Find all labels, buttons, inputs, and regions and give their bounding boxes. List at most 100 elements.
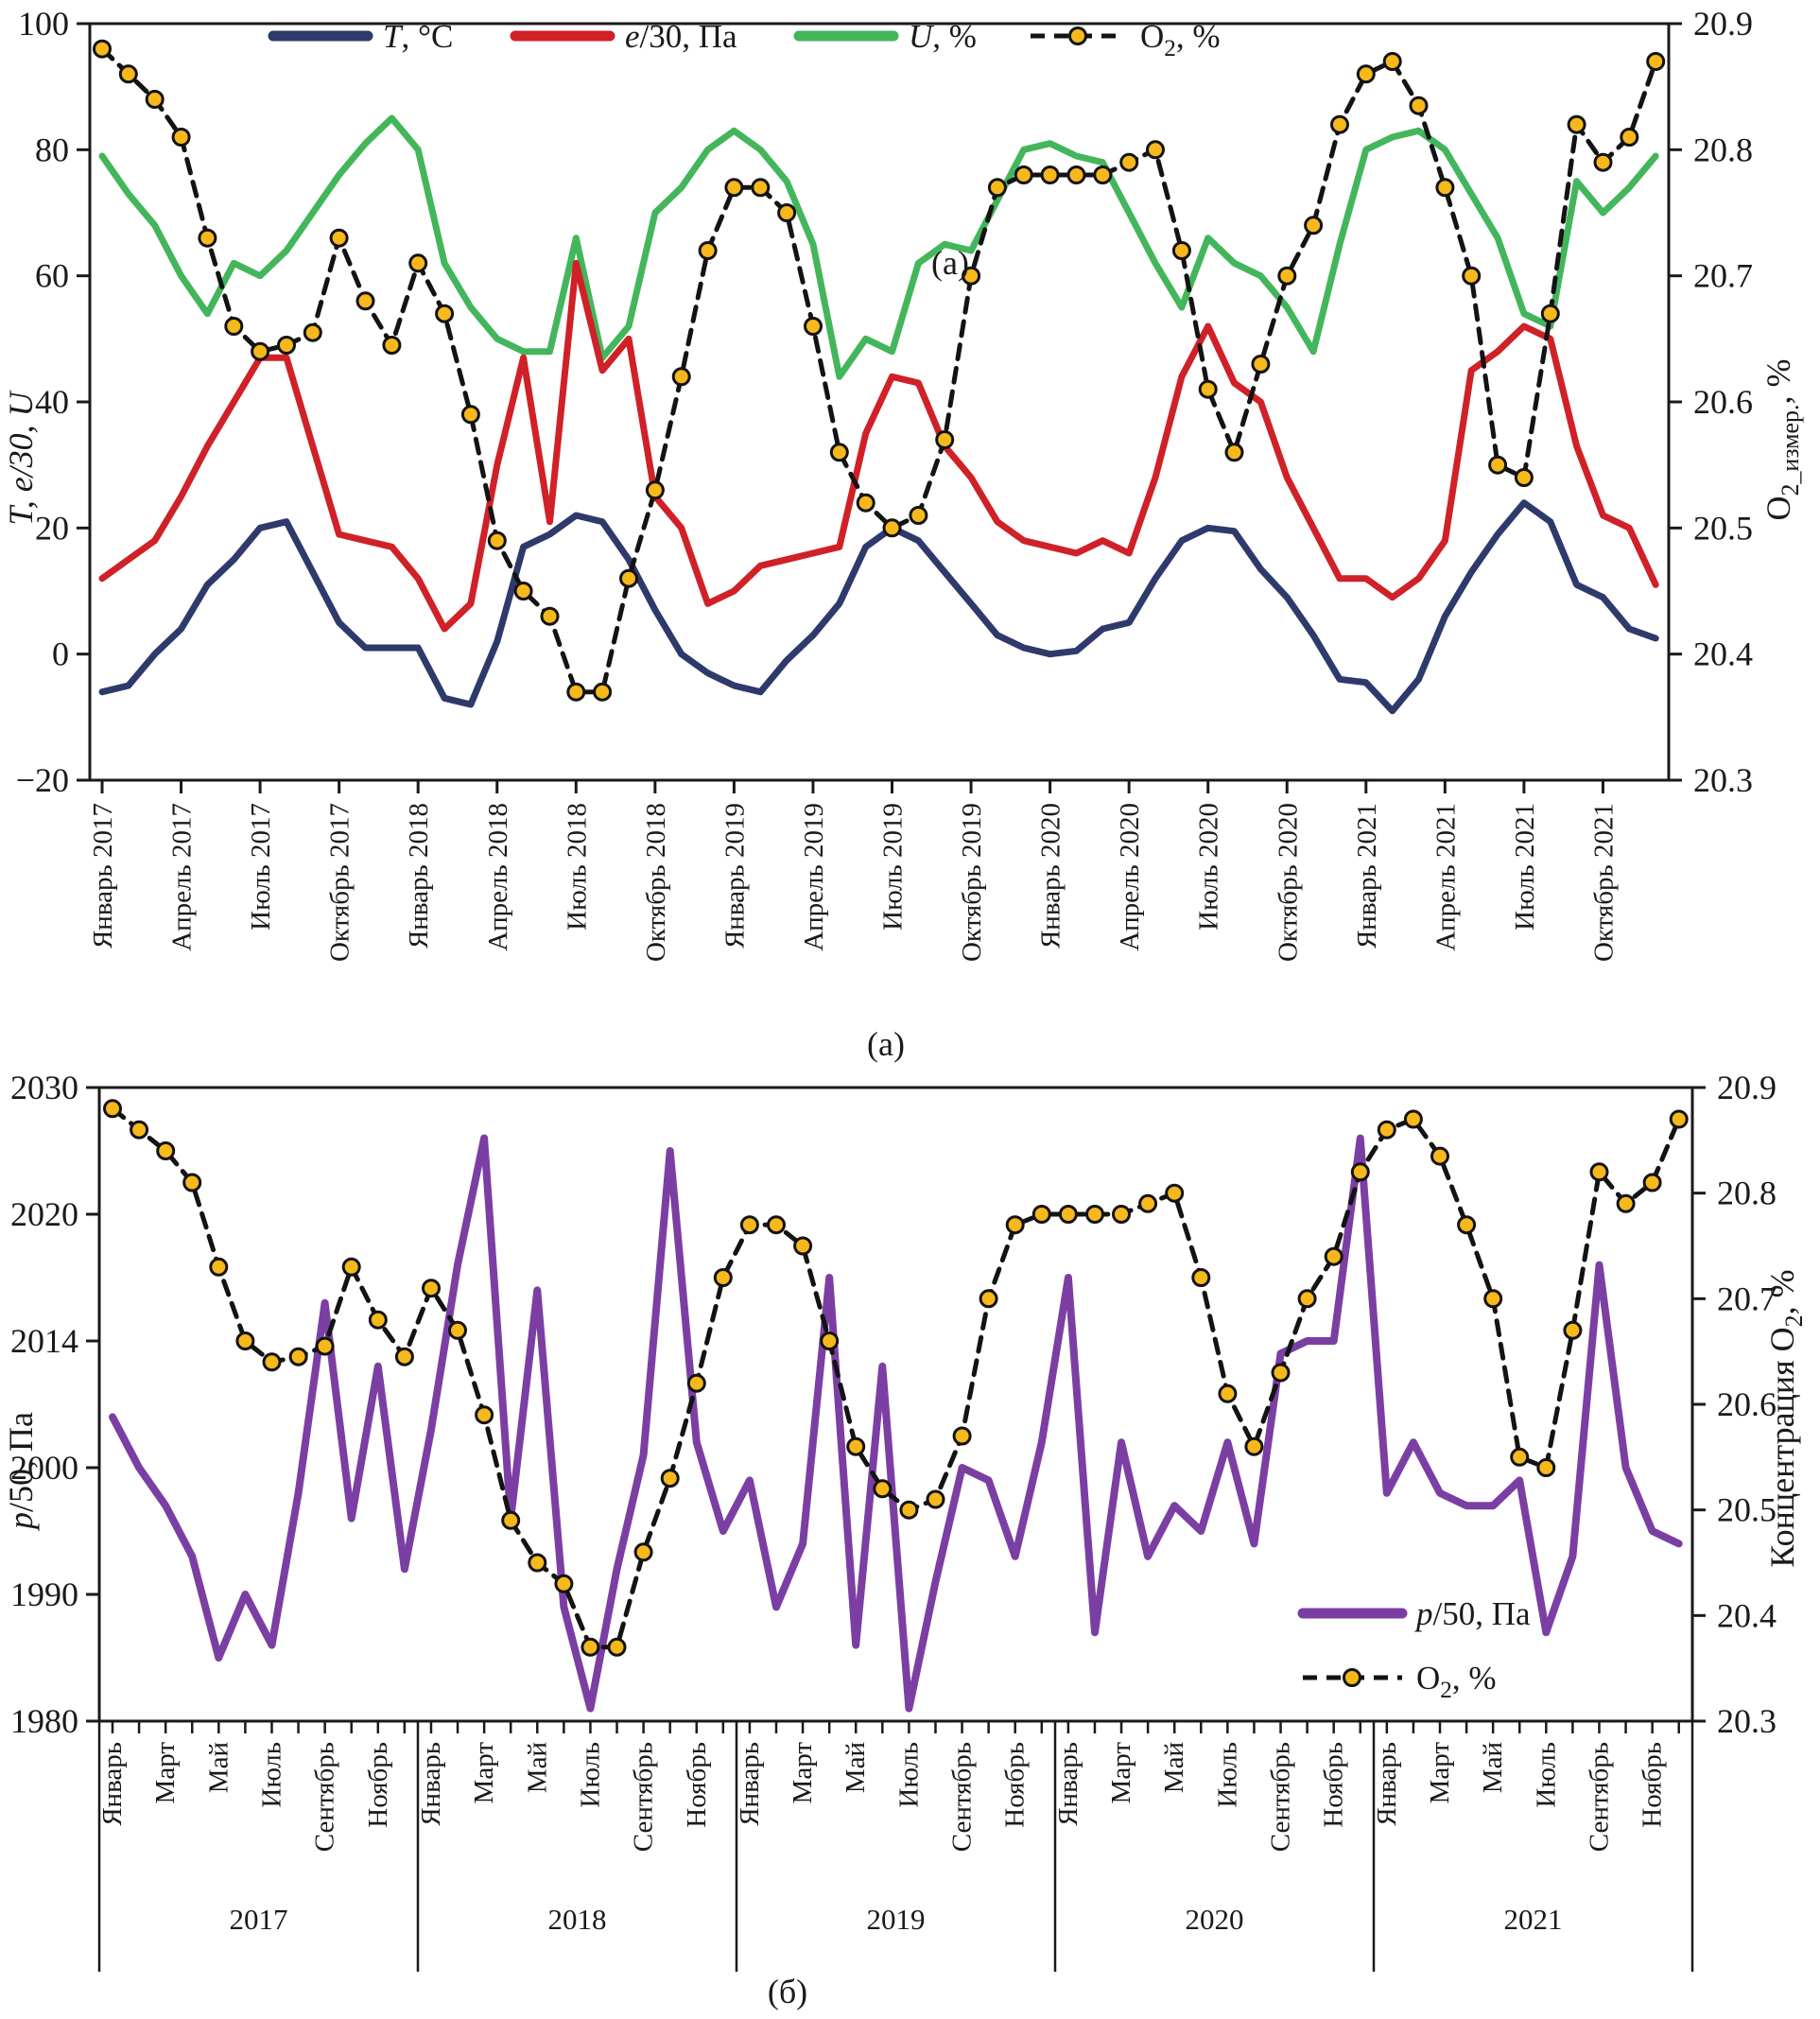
- panel-a-inplot-annotation: (а): [931, 244, 969, 282]
- panel-a-right-tick-label: 20.5: [1693, 509, 1753, 547]
- panel-b-left-axis: 2030 2020 2014 2000 1990 1980: [10, 1069, 99, 1740]
- panel-a-x-tick-label: Октябрь 2020: [1273, 803, 1303, 962]
- panel-a-legend: T, °C e/30, Па U, % O2, %: [268, 18, 1221, 61]
- panel-a-x-tick-label: Январь 2021: [1352, 803, 1382, 949]
- panel-a-right-tick-label: 20.6: [1693, 383, 1753, 421]
- panel-a-x-tick-label: Январь 2020: [1036, 803, 1066, 949]
- panel-a-x-tick-label: Апрель 2021: [1430, 803, 1461, 951]
- panel-a-left-tick-label: 0: [52, 635, 69, 673]
- panel-b-right-tick-label: 20.7: [1717, 1279, 1777, 1317]
- panel-b-month-label: Июль: [893, 1742, 924, 1808]
- panel-b-year-label: 2020: [1186, 1903, 1244, 1936]
- panel-b-right-tick-label: 20.8: [1717, 1175, 1777, 1212]
- panel-b-left-tick-label: 1980: [10, 1702, 78, 1740]
- panel-b-left-tick-label: 2020: [10, 1195, 78, 1233]
- panel-a-caption: (а): [867, 1025, 905, 1063]
- oxygen-dashed-line: [99, 46, 1658, 695]
- panel-b-caption: (б): [767, 1973, 808, 2010]
- panel-b-month-label: Сентябрь: [1266, 1742, 1296, 1852]
- panel-b-right-tick-label: 20.5: [1717, 1491, 1777, 1529]
- panel-b-month-label: Июль: [575, 1742, 605, 1808]
- legend-label-T: T, °C: [383, 18, 453, 55]
- legend-label-e30: e/30, Па: [625, 18, 737, 55]
- panel-b-left-tick-label: 2030: [10, 1069, 78, 1106]
- humidity-line: [98, 114, 1659, 380]
- panel-a-x-tick-label: Июль 2019: [878, 803, 909, 931]
- panel-b-year-label: 2017: [230, 1903, 288, 1936]
- panel-b-month-label: Сентябрь: [310, 1742, 340, 1852]
- panel-a-left-axis-title: T, e/30, U: [2, 390, 40, 525]
- legend-b-label-p50: p/50, Па: [1413, 1595, 1531, 1632]
- panel-a-x-tick-label: Январь 2018: [404, 803, 434, 949]
- panel-a-x-tick-label: Октябрь 2021: [1588, 803, 1619, 962]
- panel-a-x-tick-label: Октябрь 2017: [325, 803, 355, 962]
- panel-b-right-tick-label: 20.4: [1717, 1596, 1777, 1634]
- panel-b-month-label: Март: [1425, 1742, 1455, 1804]
- panel-a-x-tick-label: Октябрь 2018: [641, 803, 671, 962]
- panel-a-right-tick-label: 20.4: [1693, 635, 1753, 673]
- panel-b-month-label: Ноябрь: [1638, 1742, 1668, 1828]
- panel-a-x-tick-label: Апрель 2019: [799, 803, 829, 951]
- panel-a-x-tick-label: Январь 2017: [88, 803, 118, 949]
- panel-b-month-label: Ноябрь: [1000, 1742, 1031, 1828]
- panel-b-left-tick-label: 1990: [10, 1575, 78, 1613]
- panel-b-month-label: Май: [203, 1742, 234, 1793]
- panel-b-month-label: Май: [1159, 1742, 1189, 1793]
- panel-a-x-tick-label: Апрель 2018: [483, 803, 513, 951]
- vapor-pressure-line: [98, 259, 1659, 633]
- panel-a-left-tick-label: 40: [35, 383, 69, 421]
- panel-a-x-tick-label: Январь 2019: [719, 803, 750, 949]
- pressure-line: [109, 1134, 1683, 1713]
- panel-a-left-tick-label: 80: [35, 131, 69, 168]
- panel-a-right-axis-title: O2_измер., %: [1759, 359, 1804, 521]
- panel-a-right-axis: 20.9 20.8 20.7 20.6 20.5 20.4 20.3: [1669, 5, 1753, 799]
- temperature-line: [98, 499, 1659, 715]
- panel-b-left-tick-label: 2000: [10, 1449, 78, 1487]
- panel-b-month-label: Сентябрь: [629, 1742, 659, 1852]
- panel-b-month-label: Сентябрь: [947, 1742, 978, 1852]
- panel-a-right-tick-label: 20.9: [1693, 5, 1753, 43]
- oxygen-markers: [93, 39, 1666, 702]
- panel-a-right-tick-label: 20.3: [1693, 761, 1753, 799]
- panel-a-right-tick-label: 20.8: [1693, 131, 1753, 168]
- panel-b-right-axis-title: Концентрация O2, %: [1763, 1269, 1808, 1567]
- panel-b-month-label: Июль: [256, 1742, 286, 1808]
- legend-label-O2: O2, %: [1140, 18, 1221, 61]
- panel-b-month-label: Январь: [416, 1742, 446, 1826]
- panel-b-month-label: Январь: [1053, 1742, 1083, 1826]
- panel-a-x-tick-label: Июль 2020: [1194, 803, 1224, 931]
- panel-a-x-tick-label: Июль 2017: [246, 803, 276, 931]
- panel-b-x-axis: Январь Март Май Июль Сентябрь Ноябрь Январь Мар…: [97, 1721, 1694, 1972]
- panel-b-month-label: Май: [1478, 1742, 1508, 1793]
- panel-b-month-label: Январь: [97, 1742, 128, 1826]
- panel-b-year-label: 2018: [548, 1903, 607, 1936]
- panel-b-month-label: Март: [469, 1742, 499, 1804]
- panel-a-x-tick-label: Октябрь 2019: [957, 803, 987, 962]
- panel-b-month-label: Май: [841, 1742, 871, 1793]
- panel-b-month-label: Ноябрь: [1319, 1742, 1349, 1828]
- panel-a-left-axis: 100 80 60 40 20 0 −20: [16, 5, 90, 799]
- panel-a-x-tick-label: Апрель 2017: [167, 803, 198, 951]
- panel-b-month-label: Сентябрь: [1584, 1742, 1614, 1852]
- legend-b-label-O2: O2, %: [1416, 1660, 1497, 1703]
- panel-b-month-label: Июль: [1212, 1742, 1242, 1808]
- panel-b-year-label: 2019: [867, 1903, 926, 1936]
- oxygen-markers-b: [103, 1099, 1689, 1657]
- panel-a-left-tick-label: −20: [16, 761, 69, 799]
- panel-b-month-label: Июль: [1531, 1742, 1561, 1808]
- panel-b-right-tick-label: 20.3: [1717, 1702, 1777, 1740]
- panel-a-x-tick-label: Апрель 2020: [1115, 803, 1145, 951]
- panel-b-year-label: 2021: [1504, 1903, 1563, 1936]
- panel-b-month-label: Январь: [735, 1742, 765, 1826]
- panel-b-month-label: Март: [150, 1742, 181, 1804]
- panel-a-right-tick-label: 20.7: [1693, 257, 1753, 295]
- panel-b: 2030 2020 2014 2000 1990 1980 20.9 20.8 20.7 20.6…: [2, 1069, 1808, 1972]
- panel-b-right-tick-label: 20.6: [1717, 1385, 1777, 1423]
- panel-b-month-label: Май: [522, 1742, 552, 1793]
- panel-a: 100806040200−2020.920.820.720.620.520.42…: [2, 5, 1804, 962]
- panel-b-left-axis-title: p/50, Па: [2, 1412, 40, 1532]
- panel-b-right-tick-label: 20.9: [1717, 1069, 1777, 1106]
- panel-a-x-tick-label: Июль 2018: [562, 803, 592, 931]
